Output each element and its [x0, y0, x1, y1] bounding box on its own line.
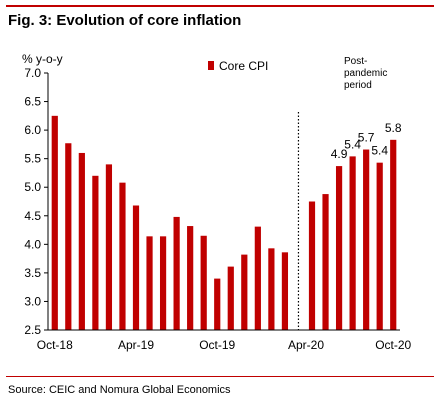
legend-label: Core CPI — [219, 59, 268, 73]
y-tick-label: 4.0 — [24, 237, 41, 251]
x-tick-label: Apr-20 — [288, 338, 324, 352]
bar-Apr-19 — [132, 205, 140, 330]
bar-Dec-18 — [78, 152, 85, 330]
annotation-line: pandemic — [344, 68, 387, 79]
bar-Jun-19 — [159, 236, 167, 330]
bar-Feb-20 — [268, 248, 275, 330]
bar-May-19 — [146, 236, 153, 330]
y-tick-label: 3.5 — [24, 266, 41, 280]
bar-Mar-20 — [281, 252, 289, 330]
bar-Oct-19 — [214, 278, 221, 330]
bar-Oct-20 — [390, 139, 397, 330]
bar-Jan-19 — [92, 175, 99, 330]
bars — [51, 115, 397, 330]
y-tick-label: 6.0 — [24, 123, 41, 137]
data-label: 5.4 — [344, 137, 361, 151]
y-axis-title: % y-o-y — [22, 52, 63, 66]
data-label: 5.7 — [358, 131, 375, 145]
x-tick-label: Oct-19 — [199, 338, 235, 352]
title-rule — [6, 5, 434, 7]
y-tick-label: 3.0 — [24, 294, 41, 308]
y-tick-label: 7.0 — [24, 66, 41, 80]
bar-Dec-19 — [241, 254, 248, 330]
data-label: 5.8 — [385, 121, 402, 135]
y-tick-label: 2.5 — [24, 323, 41, 337]
annotation-line: period — [344, 80, 372, 91]
chart-title: Fig. 3: Evolution of core inflation — [8, 12, 242, 29]
bar-Sep-19 — [200, 235, 207, 330]
y-axis: 2.5 3.0 3.5 4.0 4.5 5.0 5.5 6.0 6.5 7.0% y-o-y — [22, 52, 63, 337]
x-axis: Oct-18 Apr-19 Oct-19 Apr-20 Oct-20 — [37, 112, 412, 352]
y-tick-label: 6.5 — [24, 95, 41, 109]
bar-Jun-20 — [335, 166, 343, 330]
bar-May-20 — [322, 194, 329, 330]
bar-Feb-19 — [105, 164, 113, 330]
data-label: 5.4 — [371, 144, 388, 158]
annotation-line: Post- — [344, 56, 367, 67]
x-tick-label: Apr-19 — [118, 338, 154, 352]
source-rule — [6, 376, 434, 377]
y-tick-label: 4.5 — [24, 209, 41, 223]
data-label: 4.9 — [331, 147, 348, 161]
bar-Sep-20 — [376, 162, 383, 330]
bar-Oct-18 — [51, 115, 58, 330]
legend-swatch — [208, 61, 214, 70]
bar-Aug-20 — [363, 149, 370, 330]
bar-Nov-18 — [65, 143, 72, 330]
data-labels: 4.95.45.75.45.8 — [331, 121, 402, 161]
x-tick-label: Oct-20 — [375, 338, 411, 352]
bar-Apr-20 — [308, 201, 316, 330]
y-tick-label: 5.5 — [24, 152, 41, 166]
bar-Jan-20 — [254, 226, 261, 330]
bar-Jul-19 — [173, 216, 180, 330]
legend: Core CPI — [208, 59, 268, 73]
x-tick-label: Oct-18 — [37, 338, 73, 352]
bar-Nov-19 — [227, 266, 234, 330]
bar-Aug-19 — [187, 226, 194, 330]
source-note: Source: CEIC and Nomura Global Economics — [8, 384, 231, 396]
y-tick-label: 5.0 — [24, 180, 41, 194]
bar-Jul-20 — [349, 156, 356, 330]
bar-Mar-19 — [119, 182, 126, 330]
